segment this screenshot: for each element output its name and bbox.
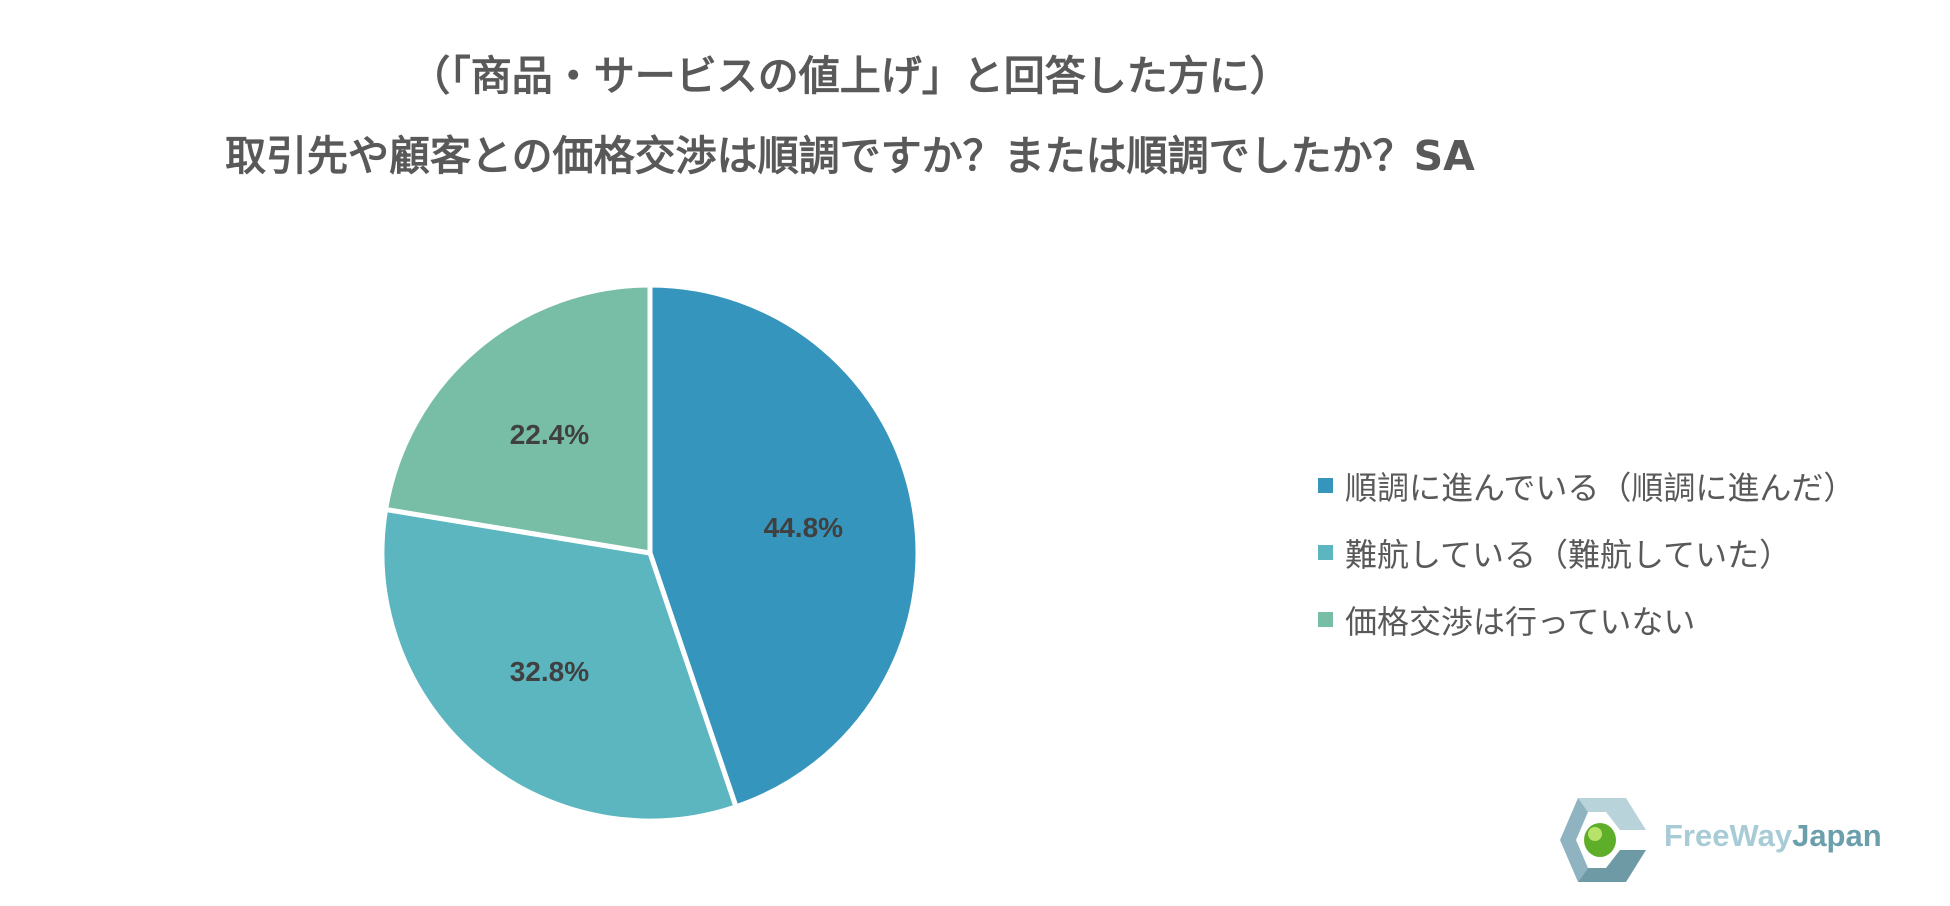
chart-legend: 順調に進んでいる（順調に進んだ） 難航している（難航していた） 価格交渉は行って… bbox=[1318, 452, 1855, 653]
legend-item: 価格交渉は行っていない bbox=[1318, 586, 1855, 653]
logo-text-freeway: FreeWay bbox=[1664, 818, 1793, 853]
legend-label: 価格交渉は行っていない bbox=[1345, 602, 1696, 641]
legend-label: 順調に進んでいる（順調に進んだ） bbox=[1345, 468, 1856, 507]
chart-title: （「商品・サービスの値上げ」と回答した方に） 取引先や顧客との価格交渉は順調です… bbox=[0, 36, 1700, 196]
slice-data-label: 22.4% bbox=[510, 419, 589, 450]
logo-mark-icon bbox=[1560, 798, 1646, 882]
slice-data-label: 32.8% bbox=[510, 656, 589, 687]
legend-swatch bbox=[1318, 545, 1333, 560]
legend-label: 難航している（難航していた） bbox=[1345, 535, 1792, 574]
logo-text: FreeWayJapan bbox=[1664, 818, 1882, 854]
legend-swatch bbox=[1318, 612, 1333, 627]
slice-data-label: 44.8% bbox=[764, 512, 843, 543]
pie-slice bbox=[379, 506, 739, 824]
logo-text-japan: Japan bbox=[1792, 818, 1882, 853]
freewayjapan-logo: FreeWayJapan bbox=[1548, 790, 1898, 890]
legend-item: 順調に進んでいる（順調に進んだ） bbox=[1318, 452, 1855, 519]
pie-slice bbox=[383, 282, 653, 556]
pie-slice bbox=[647, 282, 921, 810]
legend-swatch bbox=[1318, 478, 1333, 493]
legend-item: 難航している（難航していた） bbox=[1318, 519, 1855, 586]
chart-title-line-2: 取引先や顧客との価格交渉は順調ですか？または順調でしたか？SA bbox=[225, 132, 1475, 180]
chart-title-line-1: （「商品・サービスの値上げ」と回答した方に） bbox=[409, 52, 1291, 100]
